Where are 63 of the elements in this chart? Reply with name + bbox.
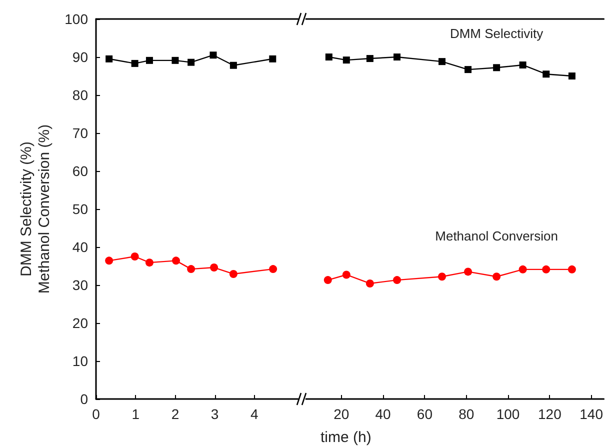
- x-tick-label: 4: [250, 406, 259, 422]
- point: [438, 272, 446, 281]
- point: [493, 64, 500, 72]
- point: [542, 70, 550, 78]
- point: [438, 58, 446, 66]
- point: [172, 256, 180, 265]
- x-tick-label: 2: [171, 406, 180, 422]
- x-axis-title: time (h): [320, 429, 372, 446]
- point: [519, 61, 526, 68]
- point: [130, 252, 139, 260]
- point: [146, 56, 153, 64]
- y-tick-label: 50: [72, 201, 88, 217]
- x-tick-label: 1: [132, 406, 140, 422]
- point: [105, 256, 114, 265]
- y-tick-label: 0: [80, 391, 88, 407]
- point: [210, 264, 218, 272]
- point: [269, 55, 276, 62]
- x-tick-label: 40: [375, 406, 392, 422]
- x-tick-label: 120: [538, 406, 562, 422]
- series-label: DMM Selectivity: [450, 26, 544, 42]
- y-tick-label: 80: [72, 87, 88, 103]
- y-tick-label: 40: [72, 239, 88, 255]
- x-tick-label: 20: [334, 406, 350, 422]
- point: [366, 279, 374, 288]
- point: [464, 268, 472, 276]
- y-tick-label: 70: [72, 125, 88, 141]
- x-tick-label: 0: [92, 406, 100, 422]
- point: [492, 272, 501, 281]
- x-tick-label: 60: [416, 406, 433, 422]
- point: [542, 265, 550, 274]
- point: [269, 265, 278, 274]
- point: [229, 270, 238, 278]
- y-tick-label: 10: [72, 353, 88, 369]
- point: [230, 62, 237, 69]
- point: [172, 56, 179, 64]
- point: [324, 276, 332, 284]
- x-tick-label: 140: [580, 406, 604, 422]
- y-tick-label: 90: [72, 49, 88, 65]
- y-tick-label: 60: [72, 163, 88, 179]
- point: [342, 56, 350, 64]
- point: [366, 55, 374, 62]
- point: [187, 265, 196, 274]
- y-tick-label: 100: [64, 11, 88, 27]
- point: [325, 54, 332, 60]
- point: [188, 58, 195, 66]
- point: [518, 265, 527, 274]
- x-tick-label: 3: [210, 406, 219, 422]
- point: [145, 258, 154, 267]
- point: [342, 270, 350, 279]
- point: [106, 55, 113, 62]
- point: [393, 276, 402, 284]
- point: [568, 265, 576, 274]
- x-tick-label: 80: [458, 406, 474, 422]
- point: [568, 72, 576, 80]
- point: [394, 54, 401, 60]
- y-axis-title: DMM Selectivity (%) Methanol Conversion (%): [18, 124, 54, 294]
- point: [131, 60, 138, 67]
- y-tick-label: 30: [72, 277, 88, 293]
- series-label: Methanol Conversion: [435, 228, 558, 244]
- point: [464, 66, 472, 74]
- y-tick-label: 20: [72, 315, 88, 331]
- point: [210, 52, 217, 59]
- x-tick-label: 100: [496, 406, 520, 422]
